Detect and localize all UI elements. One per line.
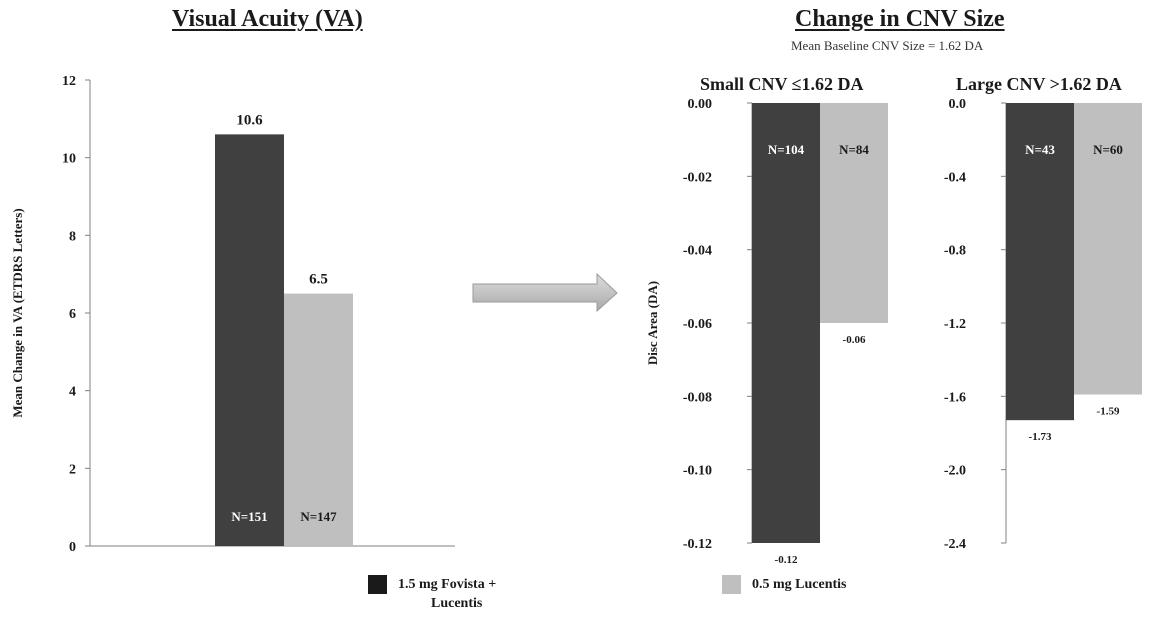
- y-tick-label: 6: [69, 307, 76, 322]
- cnv-chart-title: Change in CNV Size: [795, 6, 1005, 32]
- y-tick-label: 12: [62, 74, 76, 89]
- bar-n-label: N=151: [231, 509, 267, 524]
- bar-n-label: N=84: [839, 142, 869, 157]
- va-chart-title: Visual Acuity (VA): [172, 6, 363, 32]
- y-tick-label: 4: [69, 385, 76, 400]
- legend-swatch-lucentis: [722, 575, 741, 594]
- y-axis-label: Disc Area (DA): [645, 281, 660, 365]
- y-tick-label: 0.0: [949, 97, 967, 112]
- y-tick-label: -2.4: [944, 537, 966, 552]
- y-tick-label: -2.0: [944, 464, 966, 479]
- bar-n-label: N=147: [300, 509, 337, 524]
- y-tick-label: 10: [62, 152, 76, 167]
- y-axis-label: Mean Change in VA (ETDRS Letters): [10, 208, 25, 417]
- legend-label-lucentis-line1: 0.5 mg Lucentis: [752, 577, 847, 592]
- va-chart: 0 2 4 6 8 10 12 Mean Change in VA (ETDRS Letter…: [10, 74, 455, 555]
- bar: [1074, 103, 1142, 395]
- legend-label-fovista-line2: Lucentis: [431, 596, 483, 611]
- bar: [1006, 103, 1074, 421]
- bar-value-label: 6.5: [309, 272, 328, 288]
- arrow-right-icon: [472, 272, 618, 313]
- y-tick-label: -0.10: [683, 464, 712, 479]
- large-cnv-chart: 0.0 -0.4 -0.8 -1.2 -1.6 -2.0 -2.4 -1.73 N=43 -1.5…: [944, 97, 1142, 552]
- y-tick-label: 8: [69, 229, 76, 244]
- bar: [215, 134, 284, 546]
- cnv-subtitle: Mean Baseline CNV Size = 1.62 DA: [791, 38, 984, 53]
- legend-label-lucentis: 0.5 mg Lucentis: [752, 575, 847, 594]
- y-tick-label: 2: [69, 462, 76, 477]
- y-tick-label: -0.8: [944, 244, 966, 259]
- y-tick-label: -0.06: [683, 317, 712, 332]
- bar-n-label: N=43: [1025, 142, 1055, 157]
- bar-n-label: N=104: [768, 142, 805, 157]
- y-tick-label: -0.08: [683, 390, 712, 405]
- legend-label-fovista-line1: 1.5 mg Fovista +: [398, 577, 497, 592]
- legend-label-fovista: 1.5 mg Fovista + Lucentis: [398, 575, 496, 613]
- bar-value-label: 10.6: [236, 112, 263, 128]
- bar: [284, 293, 353, 546]
- small-cnv-title: Small CNV ≤1.62 DA: [700, 74, 864, 94]
- small-cnv-chart: 0.00 -0.02 -0.04 -0.06 -0.08 -0.10 -0.12 Disc A…: [645, 97, 888, 566]
- y-tick-label: -0.04: [683, 244, 712, 259]
- y-tick-label: -0.02: [683, 170, 712, 185]
- bar-value-label: -0.12: [775, 554, 798, 566]
- y-tick-label: -1.2: [944, 317, 966, 332]
- bar-n-label: N=60: [1093, 142, 1123, 157]
- legend-swatch-fovista: [368, 575, 387, 594]
- y-tick-label: 0.00: [688, 97, 713, 112]
- y-tick-label: -0.4: [944, 170, 966, 185]
- bar-value-label: -1.73: [1029, 431, 1052, 443]
- bar-value-label: -0.06: [843, 334, 866, 346]
- y-tick-label: -0.12: [683, 537, 712, 552]
- large-cnv-title: Large CNV >1.62 DA: [956, 74, 1122, 94]
- bar-value-label: -1.59: [1097, 406, 1120, 418]
- bar: [820, 103, 888, 323]
- y-tick-label: 0: [69, 540, 76, 555]
- y-tick-label: -1.6: [944, 390, 966, 405]
- bar: [752, 103, 820, 543]
